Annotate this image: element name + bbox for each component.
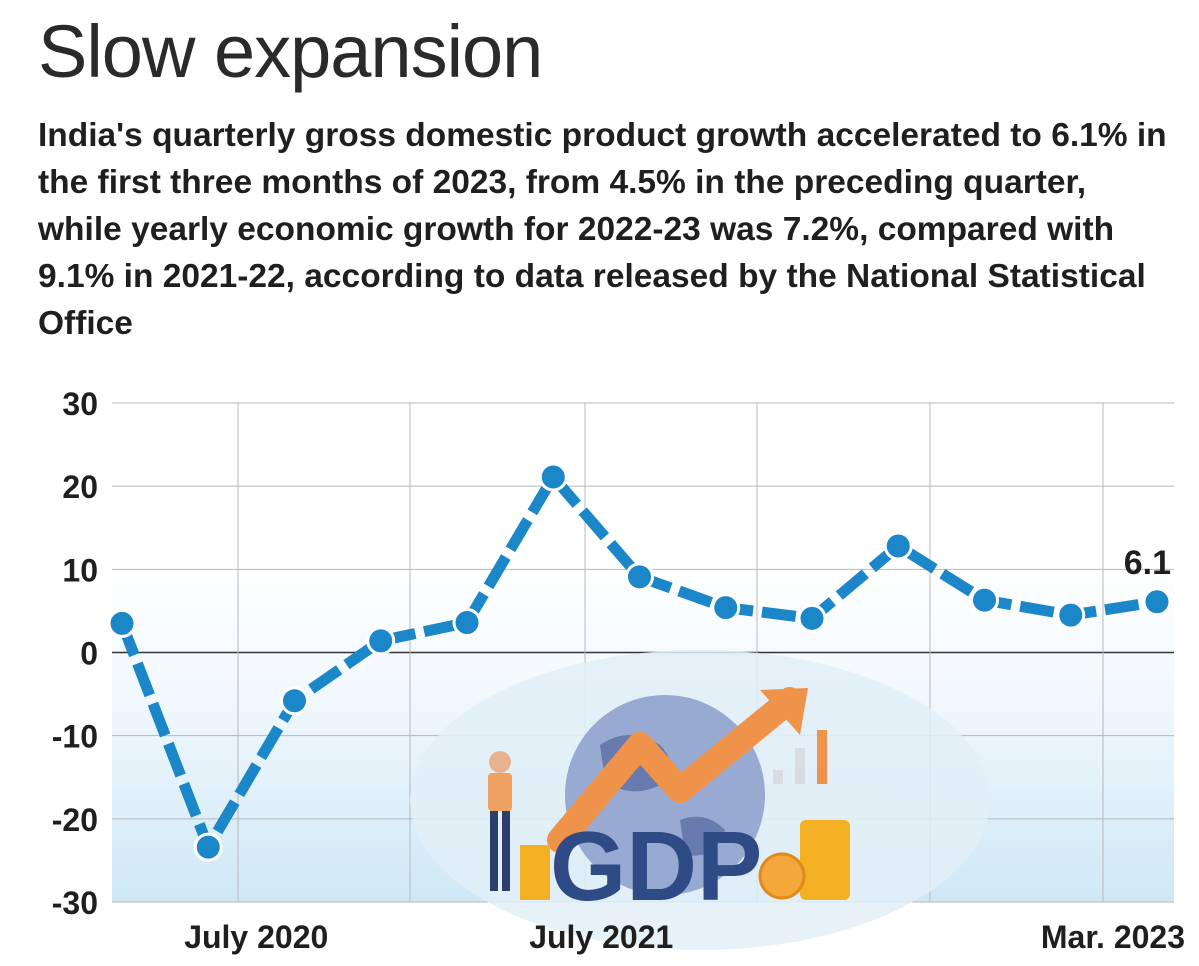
person-icon xyxy=(488,751,512,891)
series xyxy=(107,462,1172,862)
y-tick-label: 30 xyxy=(62,386,98,422)
chart-title: Slow expansion xyxy=(38,10,543,93)
y-tick-label: 20 xyxy=(62,469,98,505)
bar-icon xyxy=(817,730,827,784)
data-point xyxy=(193,832,223,862)
annotations: 6.1 xyxy=(1124,544,1171,582)
y-tick-label: 10 xyxy=(62,552,98,588)
gdp-illustration: GDP xyxy=(410,650,990,950)
data-point xyxy=(970,585,999,615)
chart-subtitle: India's quarterly gross domestic product… xyxy=(38,117,1167,342)
y-axis: 30 20 10 0 -10 -20 -30 xyxy=(52,386,98,921)
data-point xyxy=(452,608,482,638)
arrow-up-icon xyxy=(547,687,803,853)
gdp-illustration-text: GDP xyxy=(550,811,762,921)
arrow-head xyxy=(760,688,808,735)
x-tick-label: July 2020 xyxy=(184,919,328,955)
bar-icon xyxy=(795,748,805,784)
data-point xyxy=(625,562,654,592)
y-tick-label: -20 xyxy=(52,802,98,838)
bar-icon xyxy=(773,770,783,784)
y-tick-label: -30 xyxy=(52,885,98,921)
data-point xyxy=(280,686,309,716)
data-point xyxy=(883,531,913,561)
x-axis: July 2020 July 2021 Mar. 2023 xyxy=(184,919,1185,955)
data-point xyxy=(366,626,396,656)
coins-icon xyxy=(520,820,850,900)
data-point xyxy=(1142,587,1172,617)
grid xyxy=(112,402,1174,903)
data-point xyxy=(538,462,568,492)
y-tick-label: 0 xyxy=(80,636,98,672)
data-point xyxy=(711,593,741,623)
data-point xyxy=(107,608,137,638)
data-point xyxy=(1056,600,1086,630)
x-tick-label: July 2021 xyxy=(529,919,673,955)
y-tick-label: -10 xyxy=(52,719,98,755)
data-label: 6.1 xyxy=(1124,544,1171,582)
x-tick-label: Mar. 2023 xyxy=(1041,919,1185,955)
data-point xyxy=(797,603,827,633)
